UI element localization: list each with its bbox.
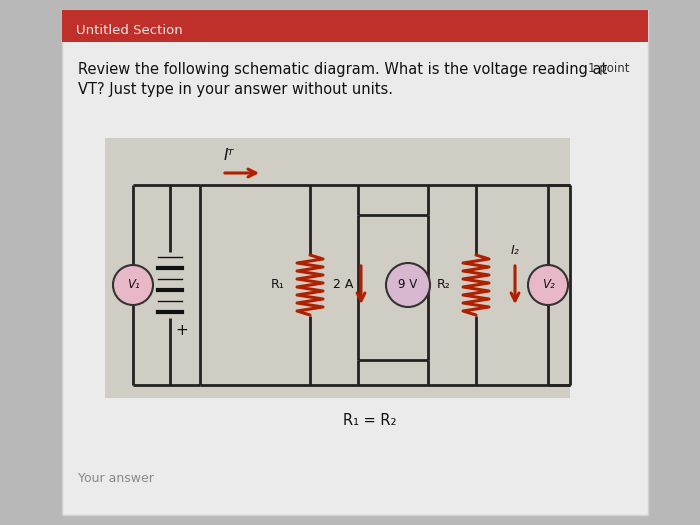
Text: V₁: V₁: [127, 278, 139, 291]
Text: Untitled Section: Untitled Section: [76, 24, 183, 37]
Text: Review the following schematic diagram. What is the voltage reading at: Review the following schematic diagram. …: [78, 62, 608, 77]
Circle shape: [113, 265, 153, 305]
Text: Iᵀ: Iᵀ: [224, 148, 234, 163]
Circle shape: [386, 263, 430, 307]
Bar: [62, 10, 648, 515]
Text: VT? Just type in your answer without units.: VT? Just type in your answer without uni…: [78, 82, 393, 97]
Bar: [105, 138, 570, 398]
Text: 9 V: 9 V: [398, 278, 418, 291]
Text: V₂: V₂: [542, 278, 554, 291]
Bar: [62, 10, 648, 42]
Circle shape: [528, 265, 568, 305]
Text: +: +: [175, 323, 188, 338]
Text: 1 point: 1 point: [589, 62, 630, 75]
Text: R₁ = R₂: R₁ = R₂: [343, 413, 397, 428]
Text: Your answer: Your answer: [78, 472, 154, 485]
Text: R₂: R₂: [436, 278, 450, 291]
Text: R₁: R₁: [270, 278, 284, 291]
Text: I₂: I₂: [510, 244, 519, 257]
Text: 2 A: 2 A: [332, 278, 353, 291]
